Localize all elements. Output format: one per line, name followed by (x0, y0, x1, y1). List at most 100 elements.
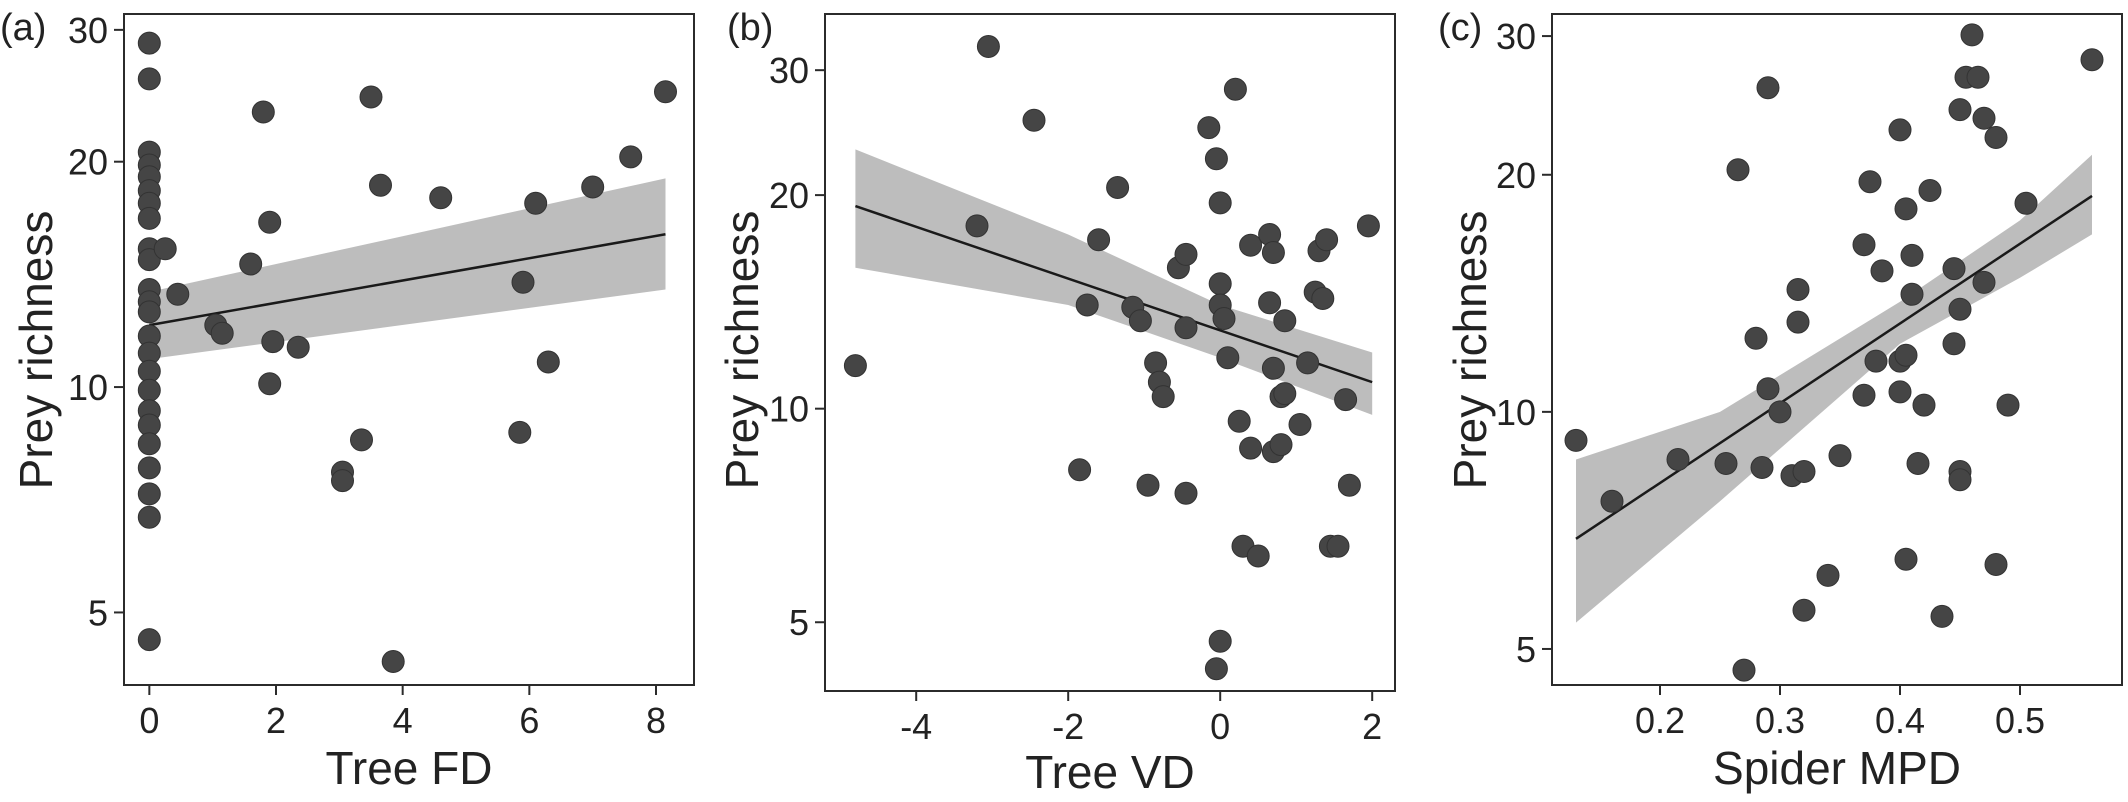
data-point-a-39 (381, 650, 405, 673)
data-point-b-19 (1204, 147, 1228, 171)
data-point-a-0 (137, 31, 161, 55)
data-point-c-28 (1894, 197, 1918, 221)
confidence-band-b (855, 149, 1373, 415)
data-point-c-14 (1792, 598, 1816, 622)
data-point-c-45 (1972, 270, 1996, 294)
data-point-a-7 (137, 206, 161, 230)
data-point-c-31 (1906, 452, 1930, 475)
panel-b: (b) -4 -2 0 2 5 10 20 30 Tree VD Prey richness (716, 7, 1396, 798)
data-point-b-47 (1326, 534, 1350, 558)
plot-frame-b (824, 13, 1396, 692)
data-point-c-21 (1864, 349, 1888, 373)
data-point-a-35 (331, 469, 354, 493)
data-point-a-16 (137, 378, 161, 402)
data-point-a-24 (153, 237, 177, 261)
x-tick-label-a-3: 6 (519, 700, 539, 741)
data-point-b-1 (976, 35, 1000, 58)
y-tick-label-a-1: 10 (68, 367, 108, 408)
confidence-band-c (1576, 154, 2092, 623)
panel-label-c: (c) (1438, 7, 1482, 49)
data-point-c-26 (1894, 343, 1918, 367)
data-point-c-27 (1894, 547, 1918, 571)
data-point-c-25 (1888, 118, 1912, 142)
data-point-a-36 (350, 428, 373, 452)
x-tick-label-c-3: 0.5 (1995, 700, 2045, 741)
data-point-a-31 (261, 330, 285, 354)
data-point-b-25 (1223, 77, 1247, 101)
data-point-b-38 (1273, 309, 1297, 333)
panel-c: (c) 0.2 0.3 0.4 0.5 5 10 20 30 Spider MPD Prey … (1438, 7, 2123, 794)
data-point-c-5 (1732, 658, 1756, 682)
fit-line-b (854, 204, 1373, 384)
regression-line-a (149, 233, 666, 327)
x-tick-label-b-3: 2 (1362, 706, 1382, 747)
data-point-c-49 (2014, 191, 2038, 215)
ci-band-a (149, 178, 666, 360)
data-point-c-44 (1972, 106, 1996, 130)
data-point-a-46 (619, 145, 643, 169)
y-tick-label-a-3: 30 (68, 10, 108, 51)
data-point-a-25 (166, 282, 190, 306)
y-tick-label-a-0: 5 (88, 592, 108, 633)
data-point-b-32 (1258, 291, 1282, 315)
data-point-a-42 (511, 270, 535, 294)
data-point-b-20 (1208, 191, 1232, 215)
data-point-b-2 (965, 214, 989, 238)
data-point-c-16 (1816, 563, 1840, 587)
data-point-b-21 (1208, 272, 1232, 296)
data-point-a-27 (210, 321, 234, 345)
y-tick-label-b-2: 20 (769, 175, 809, 216)
scatter-points-b (843, 35, 1380, 681)
data-point-b-7 (1106, 176, 1130, 199)
data-point-c-0 (1564, 428, 1588, 452)
data-point-b-24 (1216, 346, 1240, 370)
data-point-b-45 (1315, 228, 1339, 252)
y-tick-label-c-2: 20 (1496, 155, 1536, 196)
data-point-c-3 (1714, 452, 1738, 475)
y-axis-title-a: Prey richness (10, 211, 62, 490)
data-point-c-46 (1984, 126, 2008, 149)
regression-line-c (1575, 194, 2093, 540)
x-axis-title-a: Tree FD (326, 742, 493, 794)
data-point-b-50 (1356, 214, 1380, 238)
data-point-b-49 (1337, 473, 1361, 497)
data-point-c-17 (1828, 444, 1852, 468)
data-point-c-40 (1948, 98, 1972, 122)
data-point-a-43 (524, 191, 548, 215)
y-tick-label-a-2: 20 (68, 142, 108, 183)
axis-ticks-a: 0 2 4 6 8 5 10 20 30 (68, 10, 666, 741)
data-point-b-0 (843, 354, 867, 378)
data-point-b-30 (1246, 544, 1270, 568)
panel-a: (a) 0 2 4 6 8 5 10 20 30 Tree FD Prey richness (0, 7, 695, 794)
data-point-b-41 (1296, 351, 1320, 375)
scatter-points-a (137, 31, 677, 673)
data-point-c-30 (1900, 243, 1924, 267)
data-point-c-33 (1918, 179, 1942, 202)
data-point-b-18 (1197, 116, 1221, 140)
x-tick-label-b-0: -4 (900, 706, 932, 747)
data-point-c-39 (1948, 468, 1972, 492)
data-point-a-22 (137, 505, 161, 529)
data-point-a-32 (258, 372, 282, 396)
y-tick-label-c-3: 30 (1496, 16, 1536, 57)
data-point-c-47 (1984, 553, 2008, 576)
x-tick-label-a-2: 4 (393, 700, 413, 741)
data-point-c-22 (1870, 259, 1894, 283)
data-point-a-44 (536, 350, 560, 374)
data-point-b-6 (1087, 228, 1111, 252)
data-point-a-37 (359, 85, 383, 109)
data-point-c-4 (1726, 158, 1750, 182)
data-point-c-10 (1768, 400, 1792, 424)
data-point-b-3 (1022, 108, 1046, 132)
data-point-b-44 (1311, 287, 1335, 310)
data-point-c-8 (1756, 76, 1780, 100)
data-point-c-15 (1792, 460, 1816, 483)
data-point-b-33 (1261, 241, 1285, 264)
data-point-b-26 (1227, 409, 1251, 433)
data-point-c-6 (1744, 326, 1768, 350)
y-axis-title-c: Prey richness (1444, 211, 1496, 490)
x-tick-label-b-2: 0 (1210, 706, 1230, 747)
data-point-c-18 (1852, 383, 1876, 407)
plot-frame-a (123, 13, 695, 686)
